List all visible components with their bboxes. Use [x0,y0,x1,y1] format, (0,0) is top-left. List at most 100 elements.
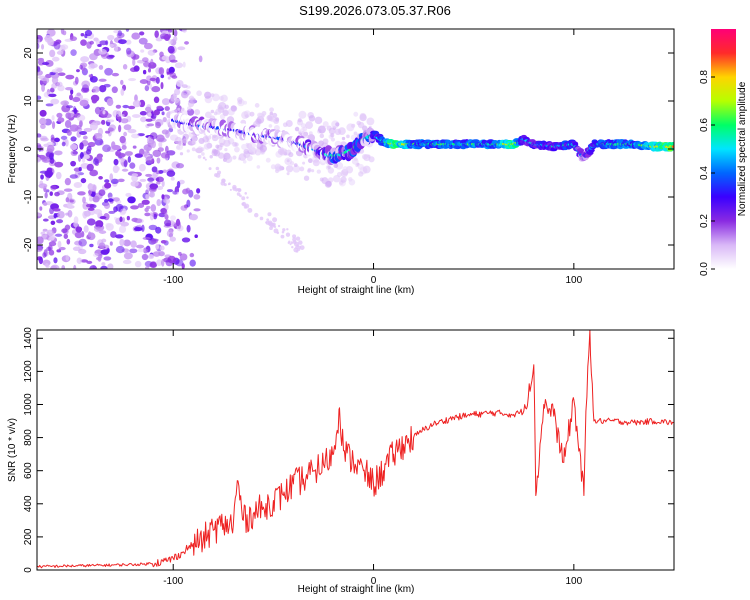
heatmap-cell [46,246,52,251]
heatmap-cell [54,137,60,143]
heatmap-cell [78,238,87,247]
x-tick-label: -100 [163,275,183,286]
heatmap-cell [362,165,371,174]
heatmap-cell [342,166,349,172]
heatmap-cell [161,180,165,187]
heatmap-cell [89,75,98,83]
heatmap-cell [39,206,43,211]
heatmap-cell [156,181,161,185]
heatmap-cell [50,220,56,225]
heatmap-cell [170,215,176,221]
heatmap-cell [134,94,138,102]
heatmap-cell [62,30,67,36]
heatmap-cell [152,251,161,257]
heatmap-cell [120,153,126,158]
heatmap-cell [46,229,54,237]
heatmap-cell [98,84,107,93]
heatmap-cell [147,68,152,73]
heatmap-cell [56,219,64,224]
heatmap-cell [153,96,160,104]
heatmap-cell [191,147,196,152]
heatmap-cell [72,105,77,113]
heatmap-cell [122,259,132,265]
heatmap-cell [318,140,324,147]
heatmap-cell [155,170,162,175]
heatmap-cell [292,237,297,242]
heatmap-cell [41,44,45,50]
heatmap-cell [80,32,85,37]
y-tick-label: -20 [23,237,34,252]
heatmap-cell [127,128,137,134]
heatmap-cell [150,140,157,149]
chart-title: S199.2026.073.05.37.R06 [299,3,451,18]
heatmap-cell [129,162,136,169]
heatmap-cell [224,155,233,164]
heatmap-cell [97,44,102,48]
heatmap-cell [42,202,48,206]
heatmap-cell [161,111,165,116]
heatmap-cell [151,86,161,93]
heatmap-cell [172,190,178,195]
heatmap-cell [98,78,107,82]
heatmap-cell [37,212,42,217]
y-tick-label: 1200 [23,360,34,383]
colorbar-tick-label: 0.2 [699,214,710,228]
heatmap-cell [182,29,188,33]
heatmap-cell [67,209,73,218]
heatmap-cell [127,156,131,163]
heatmap-cell [123,160,128,168]
heatmap-cell [104,67,113,76]
heatmap-cell [168,232,174,238]
heatmap-cell [186,199,191,208]
heatmap-cell [123,252,133,260]
heatmap-cell [81,156,86,163]
heatmap-cell [167,255,177,264]
heatmap-cell [258,112,265,119]
heatmap-cell [81,80,91,88]
heatmap-cell [82,135,88,140]
heatmap-cell [330,133,335,138]
heatmap-cell [69,199,74,203]
heatmap-cell [155,226,162,234]
heatmap-cell [55,171,62,180]
heatmap-cell [234,146,240,153]
colorbar-ticks: 0.0 0.2 0.4 0.6 0.8 [699,70,715,276]
heatmap-cell [99,40,108,46]
heatmap-cell [219,142,224,148]
heatmap-cell [346,123,355,132]
heatmap-cell [155,176,164,183]
heatmap-cell [38,256,44,265]
heatmap-cell [182,61,186,68]
heatmap-cell [288,152,294,158]
heatmap-cell [144,212,151,217]
heatmap-cell [105,222,111,228]
heatmap-cell [348,178,356,186]
heatmap-cell [224,104,229,110]
heatmap-cell [294,126,300,132]
heatmap-cell [76,257,83,264]
heatmap-cell [85,149,92,155]
heatmap-cell [267,212,272,217]
heatmap-cell [101,262,106,266]
heatmap-cell [42,218,49,222]
heatmap-cell [196,188,201,194]
heatmap-cell [271,222,276,227]
x-tick-label: 100 [565,576,582,587]
heatmap-cell [281,230,285,234]
y-tick-label: 20 [23,47,34,59]
heatmap-cell [297,118,302,123]
heatmap-cell [87,141,96,148]
heatmap-cell [256,165,261,169]
heatmap-cell [162,116,167,123]
heatmap-cell [193,194,201,200]
heatmap-cell [105,130,111,134]
heatmap-cell [83,154,90,160]
heatmap-cell [46,144,55,153]
heatmap-cell [45,151,55,158]
heatmap-cell [333,163,339,169]
heatmap-cell [57,72,66,76]
heatmap-cell [141,224,145,232]
heatmap-cell [50,134,55,141]
spectrogram-x-axis-label: Height of straight line (km) [298,285,415,296]
heatmap-cell [84,29,93,37]
